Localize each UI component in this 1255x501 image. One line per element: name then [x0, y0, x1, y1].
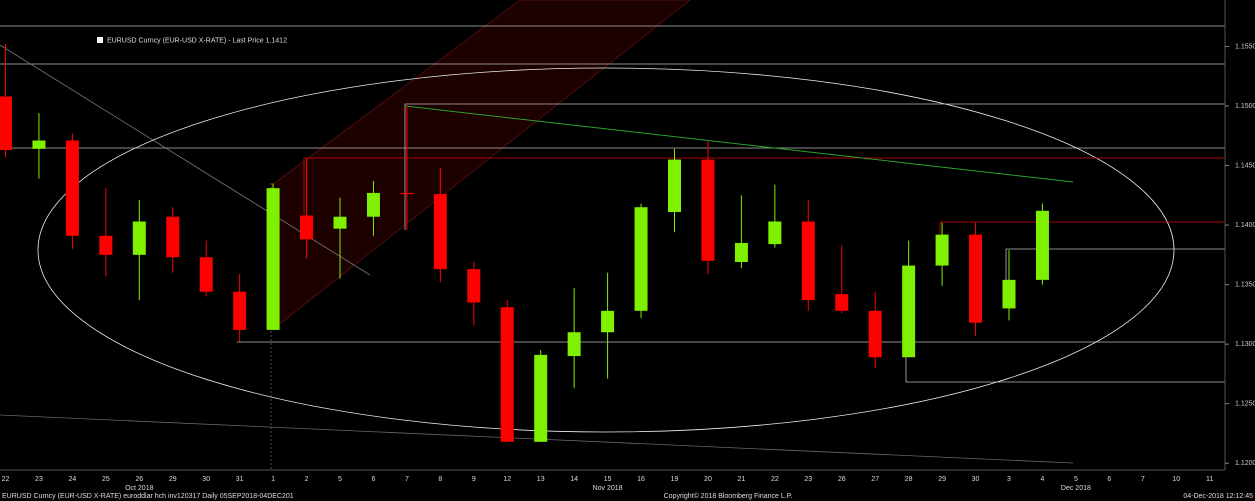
x-tick-label: 7	[405, 476, 409, 483]
candle-body	[1002, 279, 1016, 309]
candle-body	[467, 269, 481, 303]
candle-body	[500, 307, 514, 442]
x-tick-label: 24	[69, 476, 77, 483]
x-tick-label: 1	[271, 476, 275, 483]
candle-body	[567, 332, 581, 357]
x-tick-label: 15	[604, 476, 612, 483]
candle-body	[534, 354, 548, 442]
legend	[92, 33, 282, 47]
candle-body	[99, 235, 113, 255]
drawings	[0, 25, 1225, 470]
candle-body	[233, 291, 247, 330]
x-tick-label: 26	[838, 476, 846, 483]
drawings	[303, 103, 1225, 234]
x-tick-label: 30	[202, 476, 210, 483]
x-tick-label: 4	[1040, 476, 1044, 483]
x-tick-label: 7	[1141, 476, 1145, 483]
candle-body	[935, 234, 949, 266]
x-tick-label: 20	[704, 476, 712, 483]
candle-body	[902, 265, 916, 358]
x-tick-label: 2	[305, 476, 309, 483]
y-tick-label: 1.1500	[1235, 103, 1255, 110]
x-group-label: Dec 2018	[1061, 485, 1091, 492]
candle-body	[835, 294, 849, 311]
x-tick-label: 29	[938, 476, 946, 483]
trend-line	[404, 105, 1074, 183]
legend-swatch	[97, 37, 103, 43]
footer-center: Copyright© 2018 Bloomberg Finance L.P.	[664, 492, 793, 500]
x-tick-label: 5	[338, 476, 342, 483]
footer-right: 04-Dec-2018 12:12:45	[1183, 493, 1253, 500]
x-tick-label: 10	[1172, 476, 1180, 483]
x-tick-label: 6	[1107, 476, 1111, 483]
candle-body	[734, 242, 748, 262]
x-tick-label: 5	[1074, 476, 1078, 483]
candle-body	[32, 140, 46, 149]
x-tick-label: 30	[972, 476, 980, 483]
y-tick-label: 1.1450	[1235, 162, 1255, 169]
candle-body	[199, 257, 213, 292]
candle-body	[132, 221, 146, 255]
candle-body	[433, 194, 447, 270]
candle-body	[65, 140, 79, 236]
candle-body	[969, 234, 983, 323]
x-tick-label: 28	[905, 476, 913, 483]
x-tick-label: 6	[371, 476, 375, 483]
x-tick-label: 3	[1007, 476, 1011, 483]
x-tick-label: 12	[503, 476, 511, 483]
footer-left: EURUSD Curncy (EUR-USD X-RATE) euroddlar…	[2, 493, 294, 500]
x-tick-label: 8	[438, 476, 442, 483]
candle-body	[166, 216, 180, 258]
candle-body	[366, 192, 380, 217]
x-tick-label: 14	[570, 476, 578, 483]
candle-body	[601, 310, 615, 333]
x-tick-label: 11	[1206, 476, 1213, 483]
legend-label: EURUSD Curncy (EUR-USD X-RATE) - Last Pr…	[107, 37, 287, 44]
x-tick-label: 22	[771, 476, 779, 483]
y-tick-label: 1.1350	[1235, 281, 1255, 288]
y-tick-label: 1.1400	[1235, 222, 1255, 229]
candle-body	[0, 96, 12, 151]
x-tick-label: 25	[102, 476, 110, 483]
x-tick-label: 31	[236, 476, 244, 483]
candle-body	[634, 207, 648, 311]
x-tick-label: 29	[169, 476, 177, 483]
candle-body	[266, 188, 280, 330]
x-tick-label: 9	[472, 476, 476, 483]
y-tick-label: 1.1250	[1235, 401, 1255, 408]
x-tick-label: 19	[671, 476, 679, 483]
x-tick-label: 26	[135, 476, 143, 483]
x-group-label: Oct 2018	[125, 485, 154, 492]
candle-body	[1035, 210, 1049, 280]
candle-body	[701, 159, 715, 261]
candle-body	[400, 192, 414, 195]
x-tick-label: 16	[637, 476, 645, 483]
candle-body	[801, 221, 815, 301]
x-group-label: Nov 2018	[593, 485, 623, 492]
candle-body	[868, 310, 882, 358]
x-tick-label: 13	[537, 476, 545, 483]
x-tick-label: 27	[871, 476, 879, 483]
candle-body	[300, 215, 314, 240]
x-tick-label: 23	[804, 476, 812, 483]
y-tick-label: 1.1550	[1235, 43, 1255, 50]
candle-body	[333, 216, 347, 229]
x-tick-label: 23	[35, 476, 43, 483]
x-tick-label: 21	[738, 476, 746, 483]
x-tick-label: 22	[2, 476, 10, 483]
y-tick-label: 1.1300	[1235, 341, 1255, 348]
candle-body	[668, 159, 681, 212]
candle-body	[768, 221, 782, 245]
y-tick-label: 1.1200	[1235, 460, 1255, 467]
